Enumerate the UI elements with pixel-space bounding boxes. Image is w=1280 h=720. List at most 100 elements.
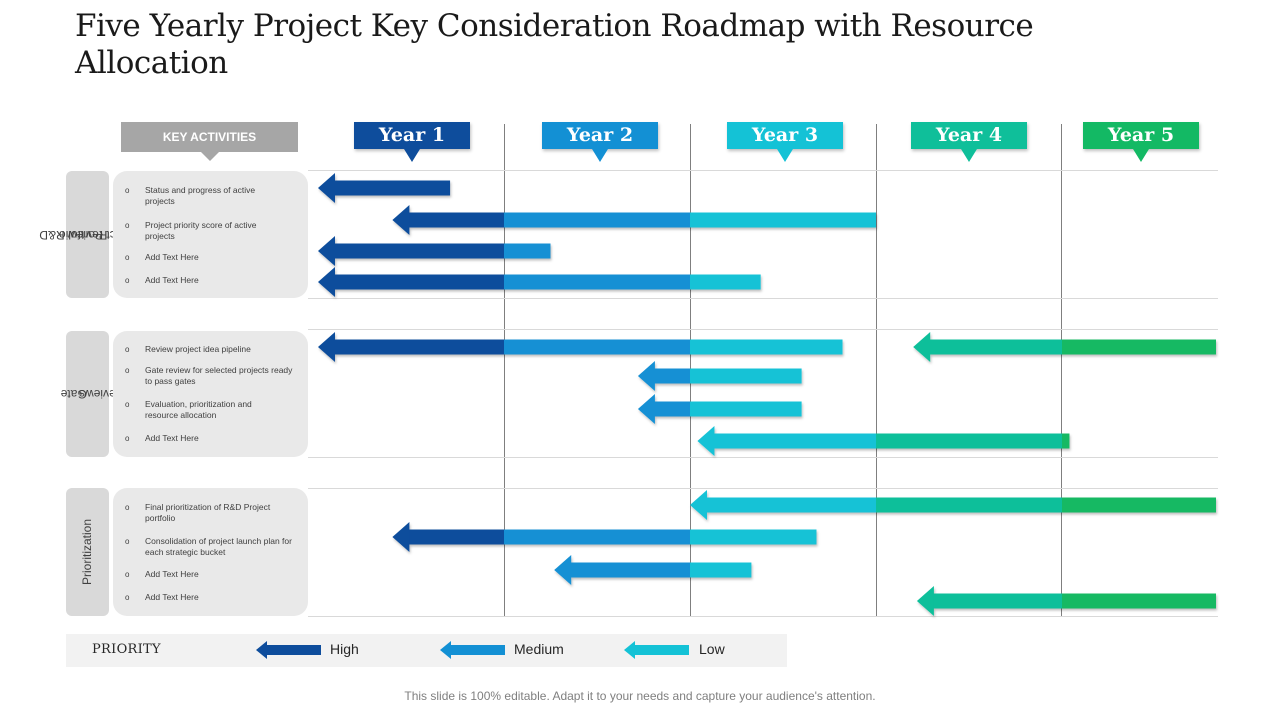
- legend-arrow: [440, 641, 505, 659]
- roadmap-arrow: [318, 173, 451, 203]
- year-pointer: [777, 149, 793, 162]
- arrow-head: [916, 586, 934, 616]
- bullet: o: [125, 434, 130, 443]
- year-pointer: [1133, 149, 1149, 162]
- arrow-head: [318, 173, 335, 203]
- arrow-segment: [1062, 593, 1216, 609]
- arrow-segment: [408, 529, 504, 545]
- activity-box-review: [113, 171, 308, 298]
- activity-text: Add Text Here: [145, 275, 199, 285]
- roadmap-arrow: [637, 361, 802, 391]
- arrow-segment: [570, 562, 690, 578]
- arrow-segment: [713, 433, 876, 449]
- arrow-segment: [334, 243, 504, 259]
- year-divider: [504, 124, 505, 617]
- arrow-segment: [876, 497, 1062, 513]
- section-rule: [308, 170, 1218, 171]
- roadmap-arrow: [637, 394, 802, 424]
- legend-arrow-head: [440, 641, 451, 659]
- arrow-segment: [690, 401, 802, 417]
- year-pointer: [961, 149, 977, 162]
- activity-text: Add Text Here: [145, 569, 199, 579]
- legend-label-low: Low: [699, 641, 725, 657]
- year-pointer: [404, 149, 420, 162]
- arrow-segment: [690, 212, 876, 228]
- arrow-segment: [929, 339, 1062, 355]
- activity-text: Review project idea pipeline: [145, 344, 251, 354]
- arrow-segment: [653, 368, 690, 384]
- arrow-segment: [504, 274, 690, 290]
- roadmap-arrow: [554, 555, 752, 585]
- arrow-segment: [1062, 433, 1070, 449]
- bullet: o: [125, 221, 130, 230]
- section-label-gate: Gate Reviews: [61, 331, 124, 457]
- arrow-segment: [690, 339, 843, 355]
- arrow-segment: [932, 593, 1062, 609]
- legend-label-medium: Medium: [514, 641, 564, 657]
- arrow-segment: [504, 529, 690, 545]
- page-title: Five Yearly Project Key Consideration Ro…: [75, 8, 1034, 81]
- bullet: o: [125, 366, 130, 375]
- arrow-segment: [504, 212, 690, 228]
- arrow-head: [392, 205, 410, 235]
- legend-arrow: [256, 641, 321, 659]
- bullet: o: [125, 593, 130, 602]
- bullet: o: [125, 400, 130, 409]
- activity-text: Add Text Here: [145, 433, 199, 443]
- arrow-head: [637, 361, 655, 391]
- arrow-head: [392, 522, 410, 552]
- footer-note: This slide is 100% editable. Adapt it to…: [404, 689, 876, 703]
- roadmap-arrow: [690, 490, 1216, 520]
- arrow-segment: [653, 401, 690, 417]
- arrow-head: [913, 332, 931, 362]
- key-activities-header: KEY ACTIVITIES: [121, 122, 298, 161]
- arrow-segment: [876, 433, 1062, 449]
- arrow-segment: [1062, 497, 1216, 513]
- year-divider: [1061, 124, 1062, 617]
- roadmap-arrow: [392, 522, 817, 552]
- activity-text: Add Text Here: [145, 592, 199, 602]
- legend-arrow-body: [450, 645, 505, 655]
- section-rule: [308, 329, 1218, 330]
- bullet: o: [125, 253, 130, 262]
- year-header-4: Year 4: [911, 122, 1027, 162]
- legend-arrow-head: [624, 641, 635, 659]
- roadmap-arrow: [392, 205, 876, 235]
- roadmap-arrow: [318, 332, 843, 362]
- arrow-head: [690, 490, 707, 520]
- activity-text: Gate review for selected projects ready …: [145, 365, 293, 386]
- arrow-segment: [334, 180, 451, 196]
- arrow-segment: [408, 212, 504, 228]
- year-header-2: Year 2: [542, 122, 658, 162]
- roadmap-arrow: [913, 332, 1216, 362]
- bullet: o: [125, 503, 130, 512]
- arrow-head: [554, 555, 572, 585]
- arrow-segment: [334, 339, 504, 355]
- legend-arrow-head: [256, 641, 267, 659]
- bullet: o: [125, 186, 130, 195]
- legend-arrow-body: [266, 645, 321, 655]
- roadmap-arrow: [318, 236, 551, 266]
- section-rule: [308, 457, 1218, 458]
- activity-text: Evaluation, prioritization and resource …: [145, 399, 252, 420]
- activity-box-gate: [113, 331, 308, 457]
- year-header-3: Year 3: [727, 122, 843, 162]
- arrow-head: [318, 236, 335, 266]
- legend-arrow: [624, 641, 689, 659]
- year-header-5: Year 5: [1083, 122, 1199, 162]
- arrow-segment: [706, 497, 876, 513]
- year-pointer: [592, 149, 608, 162]
- roadmap-arrow: [916, 586, 1216, 616]
- arrow-segment: [690, 529, 817, 545]
- bullet: o: [125, 537, 130, 546]
- bullet: o: [125, 276, 130, 285]
- arrow-segment: [504, 243, 551, 259]
- section-label-prioritization: Prioritization: [66, 488, 109, 616]
- activity-box-prioritization: [113, 488, 308, 616]
- arrow-segment: [690, 562, 752, 578]
- arrow-head: [318, 332, 335, 362]
- activity-text: Add Text Here: [145, 252, 199, 262]
- legend-label-high: High: [330, 641, 359, 657]
- activity-text: Status and progress of active projects: [145, 185, 256, 206]
